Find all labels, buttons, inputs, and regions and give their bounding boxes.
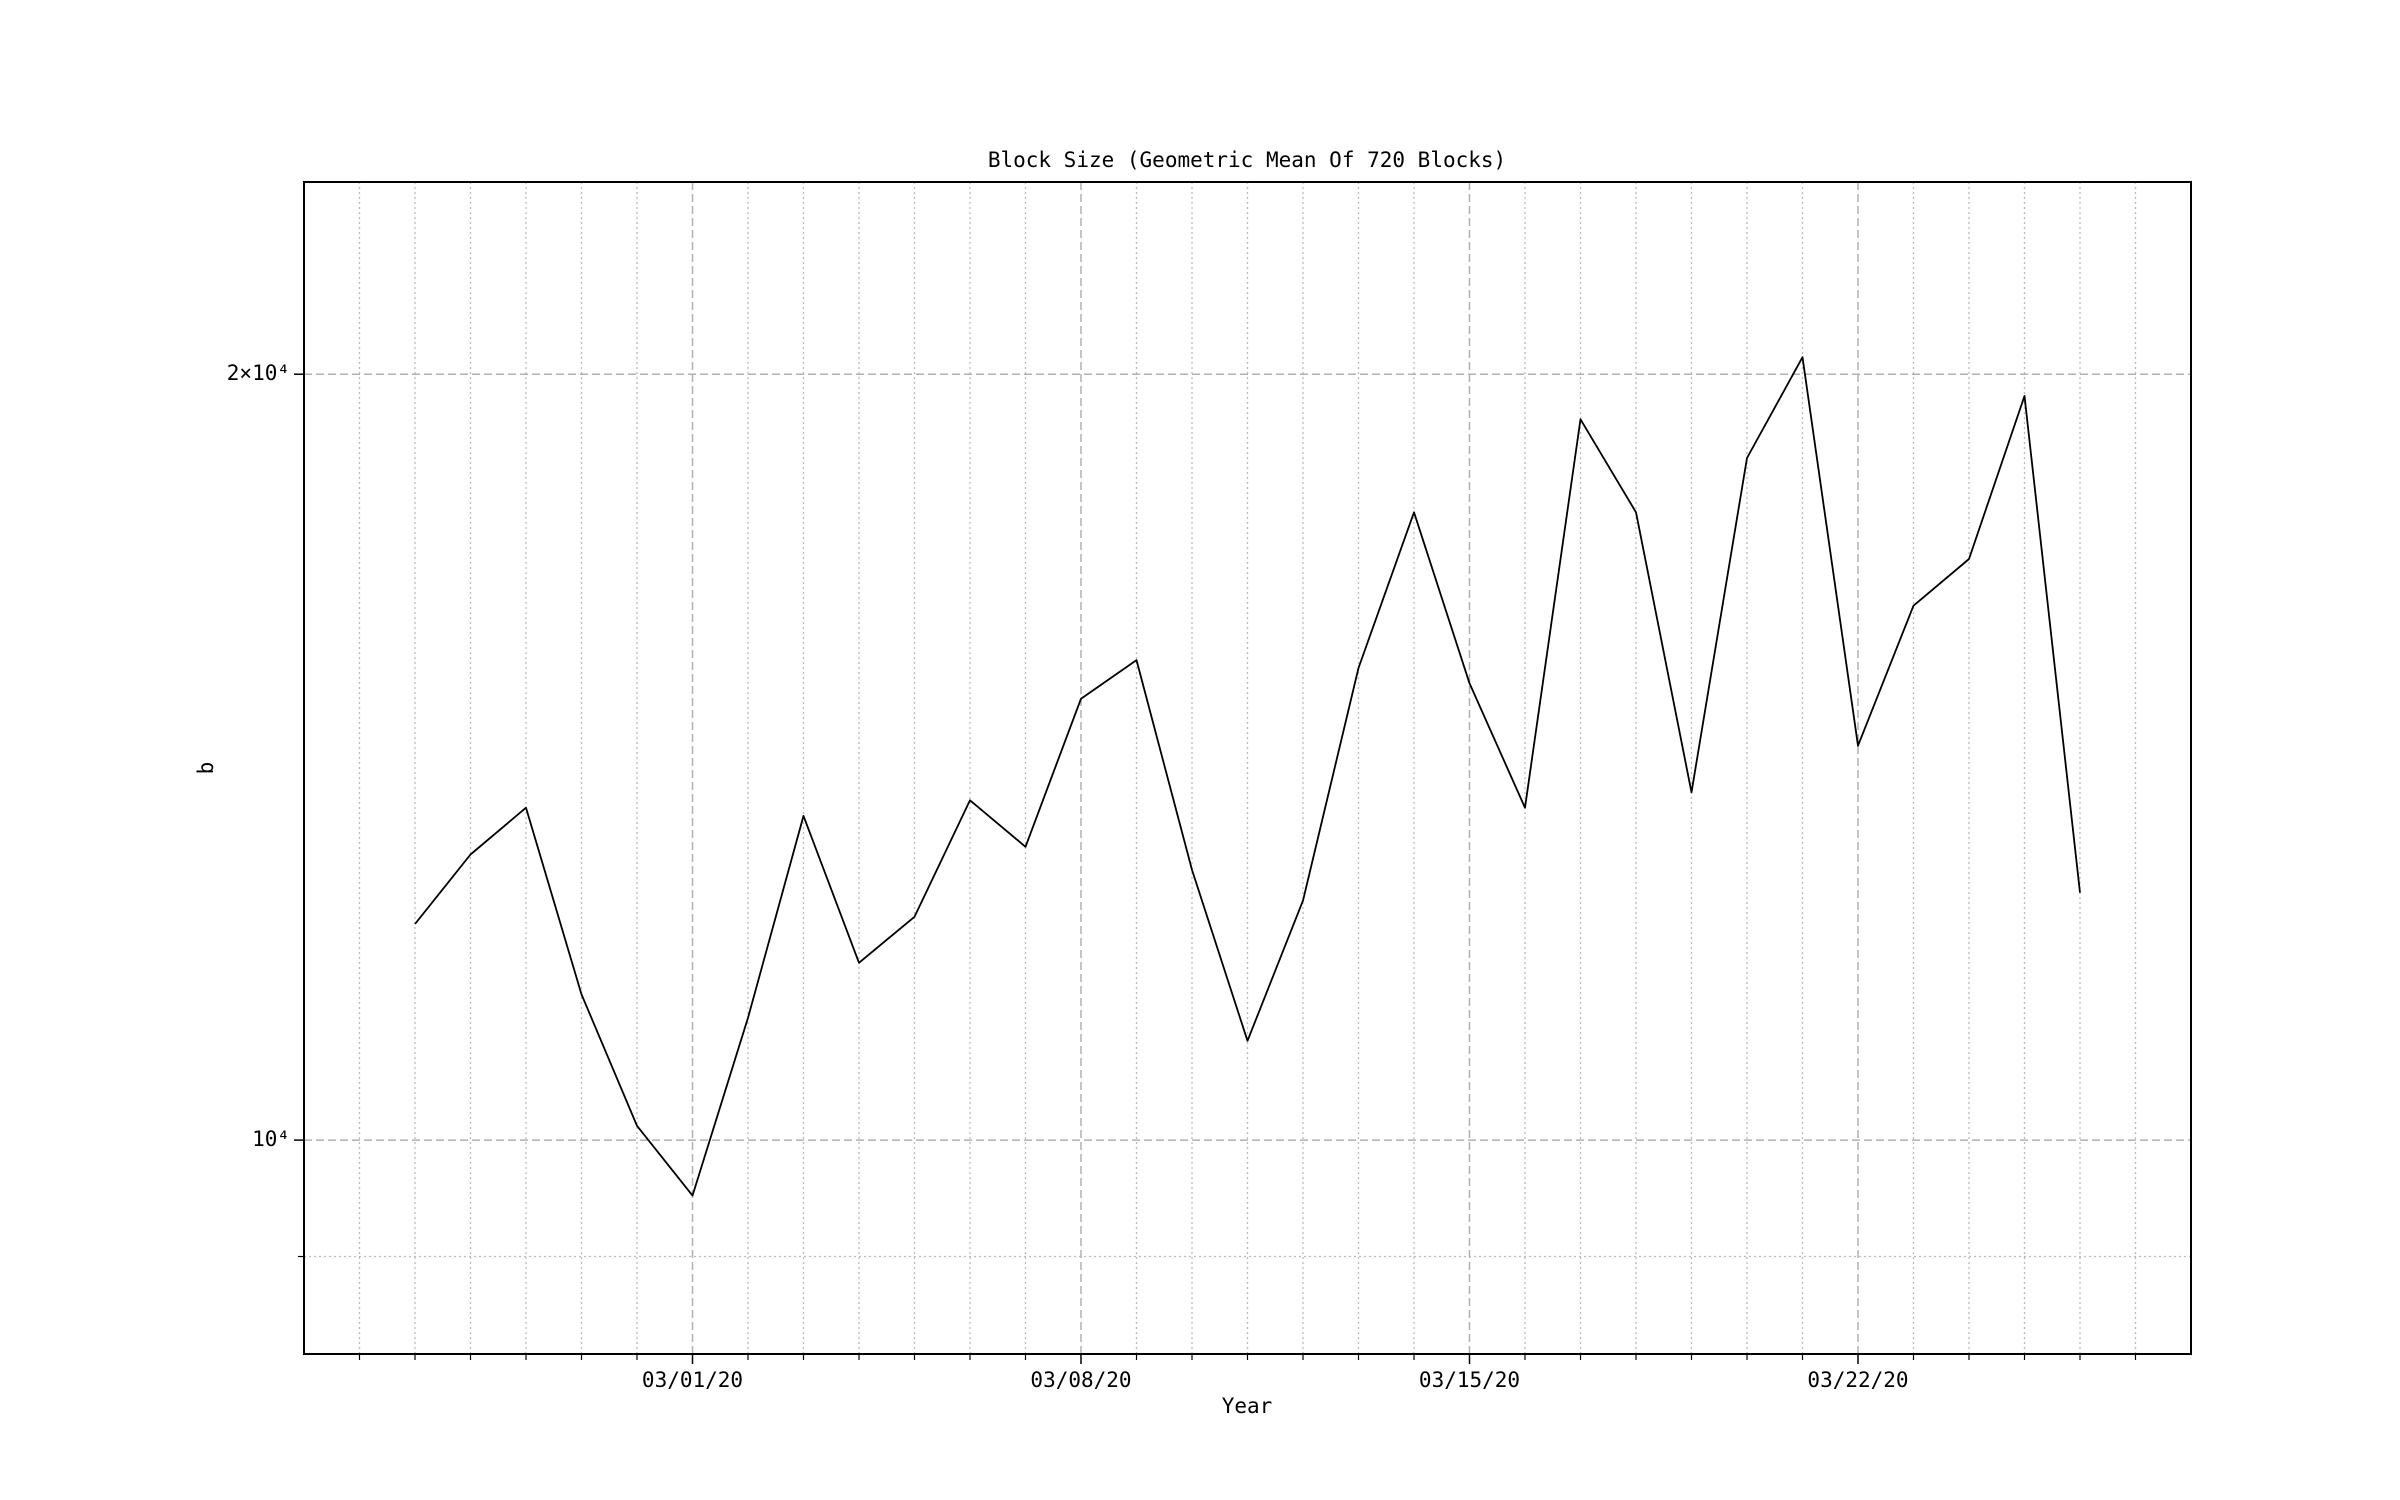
x-tick-label: 03/15/20 <box>1419 1368 1520 1392</box>
chart-title: Block Size (Geometric Mean Of 720 Blocks… <box>988 148 1506 172</box>
data-line <box>414 356 2081 1197</box>
x-tick-label: 03/01/20 <box>642 1368 743 1392</box>
plot-frame <box>303 181 2192 1355</box>
y-tick-label: 10⁴ <box>252 1127 290 1151</box>
x-tick-label: 03/22/20 <box>1807 1368 1908 1392</box>
x-tick-label: 03/08/20 <box>1030 1368 1131 1392</box>
x-axis-label: Year <box>1222 1394 1273 1418</box>
y-tick-label: 2×10⁴ <box>227 361 290 385</box>
y-axis-label: b <box>194 762 218 775</box>
